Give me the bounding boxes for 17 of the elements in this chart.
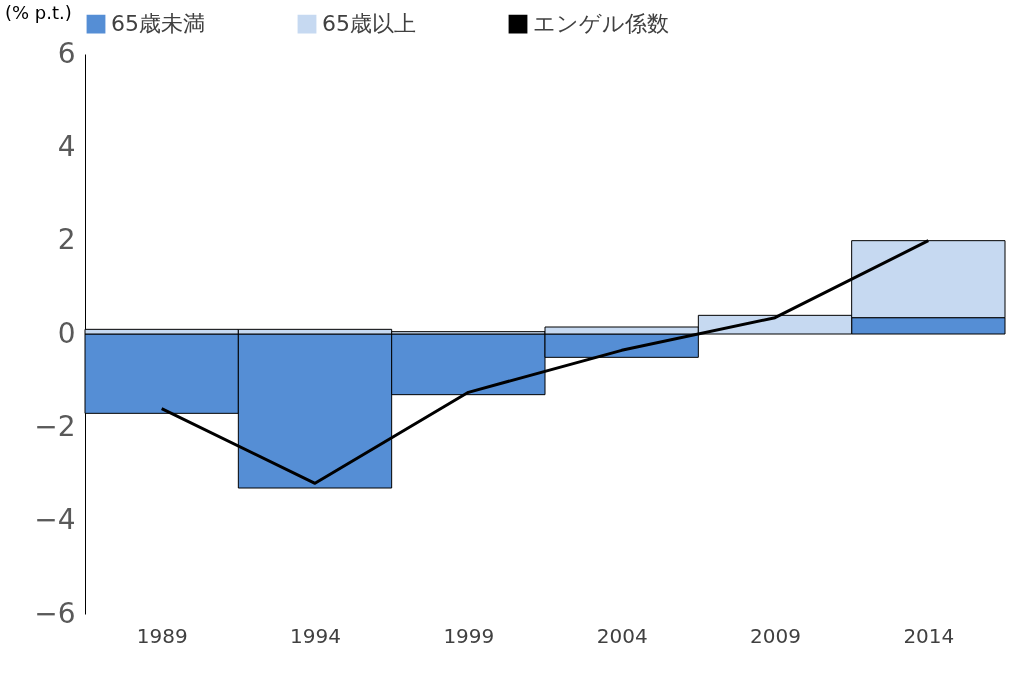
legend-label: エンゲル係数 — [533, 11, 669, 37]
y-axis-title: (% p.t.) — [5, 2, 72, 23]
x-tick-label: 1999 — [443, 623, 495, 648]
y-tick-label: 6 — [57, 36, 76, 70]
legend-label: 65歳未満 — [111, 11, 205, 37]
legend-label: 65歳以上 — [322, 11, 416, 37]
y-tick-label: −2 — [34, 409, 76, 443]
x-tick-label: 2004 — [596, 623, 648, 648]
y-tick-label: 2 — [57, 223, 76, 257]
x-tick-label: 1989 — [136, 623, 188, 648]
y-tick-label: 4 — [57, 129, 76, 163]
x-tick-label: 1994 — [290, 623, 341, 648]
x-tick-label: 2014 — [903, 623, 955, 648]
y-tick-label: −6 — [34, 596, 76, 630]
x-tick-label: 2009 — [750, 623, 801, 648]
y-tick-label: 0 — [57, 316, 76, 350]
y-tick-label: −4 — [34, 503, 76, 537]
